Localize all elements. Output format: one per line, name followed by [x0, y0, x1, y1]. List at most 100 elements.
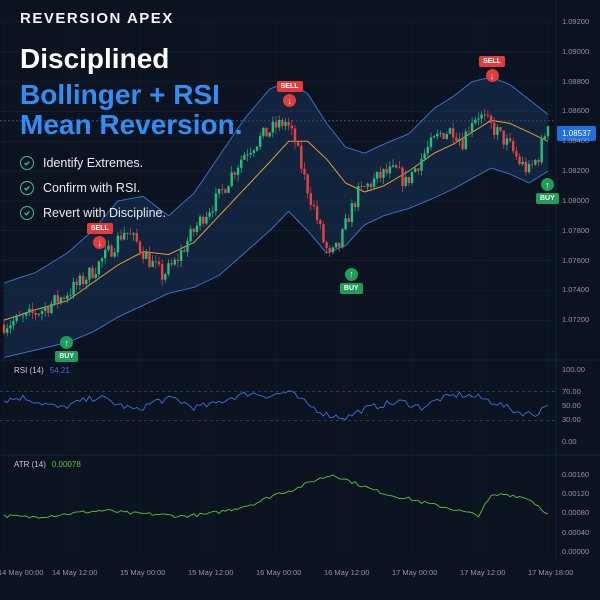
candle-body: [328, 247, 331, 253]
candle-body: [284, 121, 287, 126]
candle-body: [62, 297, 66, 299]
candle-body: [12, 320, 15, 326]
candle-body: [24, 312, 28, 316]
bullet-list: Identify Extremes. Confirm with RSI. Rev…: [20, 150, 166, 225]
price-tick-label: 1.08200: [562, 166, 590, 176]
buy-tag: BUY: [55, 351, 79, 363]
atr-value: 0.00078: [51, 460, 81, 469]
candle-body: [445, 133, 448, 139]
price-tick-label: 1.08400: [562, 136, 590, 146]
candle-body: [208, 212, 211, 217]
candle-body: [192, 228, 195, 232]
bullet-text: Identify Extremes.: [43, 155, 144, 170]
candle-body: [480, 114, 483, 119]
candle-body: [467, 131, 471, 133]
candle-body: [338, 242, 341, 248]
check-circle-icon: [20, 155, 34, 170]
sell-tag: SELL: [276, 81, 303, 93]
buy-tag: BUY: [339, 282, 363, 294]
candle-body: [40, 310, 44, 314]
candle-body: [179, 250, 183, 262]
middle-band: [3, 119, 549, 321]
candle-body: [221, 188, 224, 190]
arrow-down-icon: ↓: [485, 69, 499, 83]
candle-body: [287, 121, 290, 126]
candle-body: [176, 259, 180, 262]
band-fill: [4, 77, 548, 358]
candle-body: [186, 241, 189, 252]
candle-body: [413, 168, 417, 173]
candle-body: [483, 114, 486, 116]
candle-body: [97, 261, 101, 275]
candle-body: [107, 245, 110, 250]
candle-body: [407, 176, 411, 183]
headline-line-1: Disciplined: [20, 43, 170, 74]
candle-body: [78, 275, 82, 286]
bullet-item: Identify Extremes.: [20, 150, 166, 175]
x-axis-label: 17 May 00:00: [392, 568, 438, 577]
candle-body: [110, 245, 113, 257]
candle-body: [271, 121, 275, 133]
atr-tick-label: 0.00040: [562, 527, 590, 537]
candle-body: [350, 203, 354, 223]
candle-body: [66, 295, 69, 299]
candle-body: [461, 138, 464, 150]
candle-body: [195, 225, 199, 232]
price-tick-label: 1.08800: [562, 76, 590, 86]
candle-body: [477, 118, 480, 120]
x-axis-label: 14 May 00:00: [0, 568, 44, 577]
candle-body: [341, 229, 344, 248]
candle-body: [246, 154, 249, 156]
candle-body: [451, 128, 455, 138]
candle-body: [28, 308, 31, 313]
candle-body: [357, 185, 360, 208]
candle-body: [59, 297, 63, 303]
candle-body: [303, 168, 306, 175]
candle-body: [296, 142, 300, 146]
candle-body: [486, 115, 490, 116]
candle-body: [347, 218, 350, 223]
price-tick-label: 1.07400: [562, 285, 590, 295]
candle-body: [227, 186, 230, 193]
candle-body: [129, 233, 132, 235]
candle-body: [72, 281, 75, 295]
candle-body: [534, 159, 537, 165]
candle-body: [417, 168, 420, 171]
candle-body: [69, 294, 72, 296]
atr-tick-label: 0.00080: [562, 508, 590, 518]
candle-body: [31, 308, 34, 313]
candle-body: [372, 178, 376, 188]
candle-body: [262, 127, 265, 136]
sell-signal: SELL ↓: [479, 56, 505, 84]
candle-body: [116, 235, 120, 253]
candle-body: [436, 133, 439, 137]
candle-body: [315, 206, 319, 221]
candle-body: [211, 211, 214, 213]
candle-body: [274, 121, 278, 128]
arrow-down-icon: ↓: [93, 236, 107, 250]
candle-body: [426, 146, 430, 154]
candle-body: [455, 137, 458, 141]
price-tick-label: 1.07800: [562, 225, 590, 235]
rsi-panel: [0, 390, 556, 421]
candle-body: [277, 119, 281, 128]
candle-body: [157, 261, 161, 265]
candle-body: [5, 328, 9, 333]
candle-body: [540, 138, 543, 163]
candle-body: [543, 136, 547, 139]
candle-body: [75, 281, 78, 286]
candle-body: [230, 172, 233, 187]
candle-body: [252, 150, 256, 153]
candle-body: [322, 224, 325, 243]
candle-body: [85, 279, 88, 285]
candle-body: [164, 274, 167, 280]
buy-signal: ↑ BUY: [339, 266, 363, 294]
candle-body: [255, 146, 259, 151]
candle-body: [499, 127, 502, 131]
headline-line-2: Bollinger + RSI: [20, 79, 220, 110]
candle-body: [240, 159, 243, 168]
candle-body: [300, 145, 303, 169]
candle-body: [391, 165, 395, 167]
candle-body: [132, 233, 135, 235]
